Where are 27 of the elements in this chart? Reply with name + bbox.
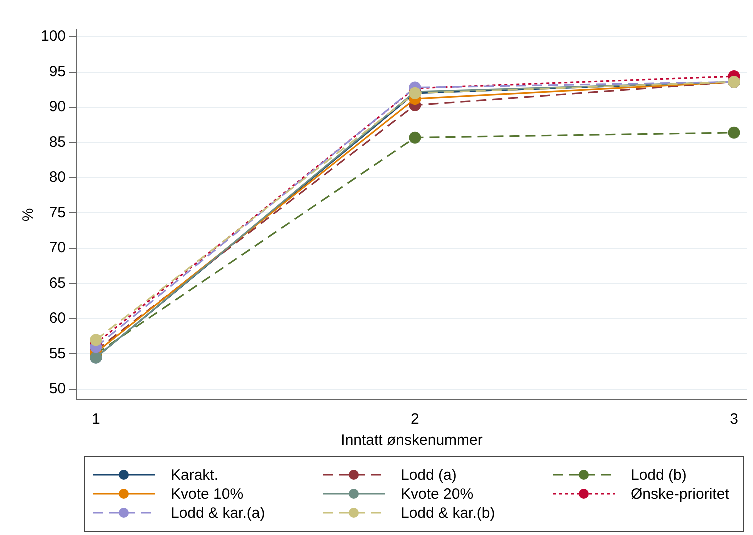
x-tick-label: 1 (92, 411, 100, 428)
legend-label: Lodd (b) (631, 466, 687, 484)
legend-label: Lodd & kar.(a) (171, 504, 266, 522)
y-tick-label: 75 (49, 204, 66, 222)
y-tick-label: 55 (49, 345, 66, 362)
y-tick-label: 50 (49, 380, 66, 398)
y-tick-label: 70 (49, 240, 66, 257)
y-tick-label: 60 (49, 310, 66, 328)
y-tick-label: 85 (49, 134, 66, 151)
point (90, 334, 102, 346)
y-tick-label: 100 (40, 28, 66, 46)
point (728, 126, 740, 139)
legend-label: Lodd (a) (401, 466, 457, 484)
legend-label: Kvote 10% (171, 486, 244, 502)
x-axis-title: Inntatt ønskenummer (341, 432, 483, 450)
x-tick-label: 3 (730, 411, 738, 428)
y-tick-label: 65 (49, 274, 66, 292)
y-tick-label: 95 (49, 63, 66, 80)
legend-label: Kvote 20% (401, 486, 474, 502)
y-axis-title: % (20, 208, 38, 222)
y-tick-label: 80 (49, 169, 66, 186)
y-tick-label: 90 (49, 98, 66, 116)
point (409, 132, 422, 144)
legend-label: Lodd & kar.(b) (401, 504, 496, 522)
x-tick-label: 2 (411, 411, 420, 428)
legend-label: Ønske-prioritet (631, 486, 730, 502)
legend-label: Karakt. (171, 466, 219, 484)
